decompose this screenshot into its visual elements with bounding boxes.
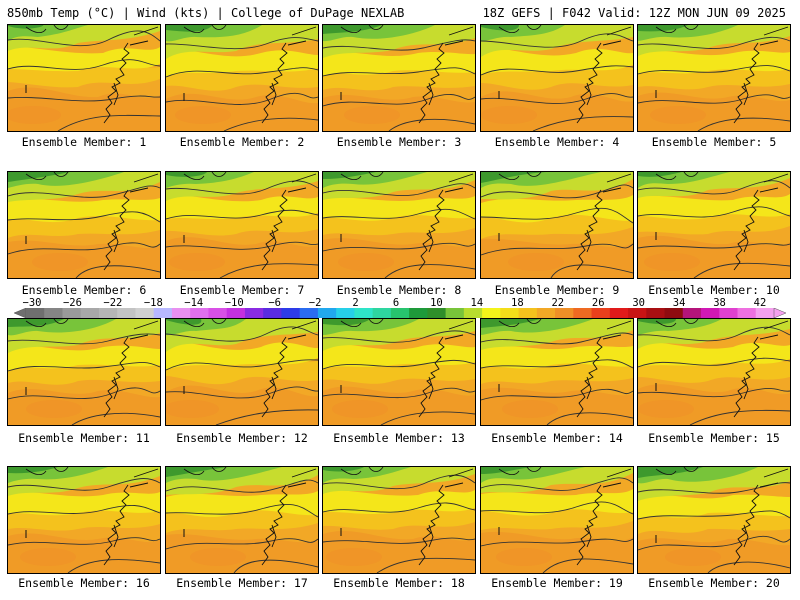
ensemble-member-caption: Ensemble Member: 4 [494, 135, 620, 149]
colorbar-tick-label: −30 [22, 297, 42, 309]
ensemble-map-panel [165, 24, 319, 132]
ensemble-member-caption: Ensemble Member: 7 [179, 283, 305, 297]
ensemble-map-panel [7, 318, 161, 426]
colorbar-tick-label: 34 [672, 297, 686, 309]
colorbar-tick-label: 26 [591, 297, 605, 309]
ensemble-map-panel [637, 318, 791, 426]
ensemble-map-panel [480, 466, 634, 574]
ensemble-map-panel [7, 171, 161, 279]
ensemble-member-caption: Ensemble Member: 14 [491, 431, 623, 445]
ensemble-map-panel [637, 24, 791, 132]
header-title: 850mb Temp (°C) | Wind (kts) | College o… [7, 6, 405, 20]
ensemble-map-panel [637, 466, 791, 574]
colorbar-tick-label: −22 [103, 297, 123, 309]
colorbar-tick-label: −26 [62, 297, 82, 309]
colorbar-tick-label: 18 [511, 297, 524, 309]
ensemble-map-panel [637, 171, 791, 279]
colorbar-tick-label: 42 [753, 297, 767, 309]
ensemble-map-panel [322, 466, 476, 574]
header-valid-time: 18Z GEFS | F042 Valid: 12Z MON JUN 09 20… [482, 6, 786, 20]
colorbar-tick-label: −18 [143, 297, 163, 309]
ensemble-map-panel [322, 318, 476, 426]
ensemble-map-panel [480, 171, 634, 279]
colorbar-tick-label: 22 [551, 297, 565, 309]
temperature-colorbar [14, 308, 786, 318]
ensemble-member-caption: Ensemble Member: 17 [176, 576, 308, 590]
ensemble-map-panel [165, 171, 319, 279]
ensemble-member-caption: Ensemble Member: 15 [648, 431, 780, 445]
ensemble-member-caption: Ensemble Member: 3 [336, 135, 462, 149]
ensemble-member-caption: Ensemble Member: 5 [651, 135, 777, 149]
ensemble-map-panel [7, 24, 161, 132]
ensemble-member-caption: Ensemble Member: 16 [18, 576, 150, 590]
colorbar-tick-label: −2 [308, 297, 322, 309]
colorbar-tick-label: 10 [430, 297, 443, 309]
colorbar-tick-label: −10 [224, 297, 244, 309]
ensemble-member-caption: Ensemble Member: 9 [494, 283, 620, 297]
ensemble-map-panel [7, 466, 161, 574]
ensemble-member-caption: Ensemble Member: 19 [491, 576, 623, 590]
ensemble-member-caption: Ensemble Member: 18 [333, 576, 465, 590]
ensemble-member-caption: Ensemble Member: 13 [333, 431, 465, 445]
ensemble-map-panel [165, 318, 319, 426]
ensemble-member-caption: Ensemble Member: 1 [21, 135, 147, 149]
colorbar-tick-labels: −30 −26 −22 −18 −14 −10 −6 −2 2 6 10 14 18 22 26 30 34 38… [0, 297, 800, 309]
ensemble-member-caption: Ensemble Member: 11 [18, 431, 150, 445]
ensemble-map-panel [480, 24, 634, 132]
colorbar-tick-label: 2 [352, 297, 359, 309]
colorbar-tick-label: −6 [268, 297, 281, 309]
ensemble-member-caption: Ensemble Member: 20 [648, 576, 780, 590]
colorbar-tick-label: −14 [184, 297, 204, 309]
ensemble-map-panel [165, 466, 319, 574]
ensemble-map-panel [322, 171, 476, 279]
colorbar-tick-label: 30 [632, 297, 645, 309]
colorbar-tick-label: 14 [470, 297, 484, 309]
colorbar-tick-label: 6 [392, 297, 400, 309]
ensemble-member-caption: Ensemble Member: 2 [179, 135, 305, 149]
ensemble-member-caption: Ensemble Member: 10 [648, 283, 780, 297]
colorbar-tick-label: 38 [713, 297, 726, 309]
ensemble-map-panel [322, 24, 476, 132]
ensemble-member-caption: Ensemble Member: 8 [336, 283, 462, 297]
ensemble-member-caption: Ensemble Member: 6 [21, 283, 147, 297]
ensemble-map-panel [480, 318, 634, 426]
ensemble-member-caption: Ensemble Member: 12 [176, 431, 308, 445]
